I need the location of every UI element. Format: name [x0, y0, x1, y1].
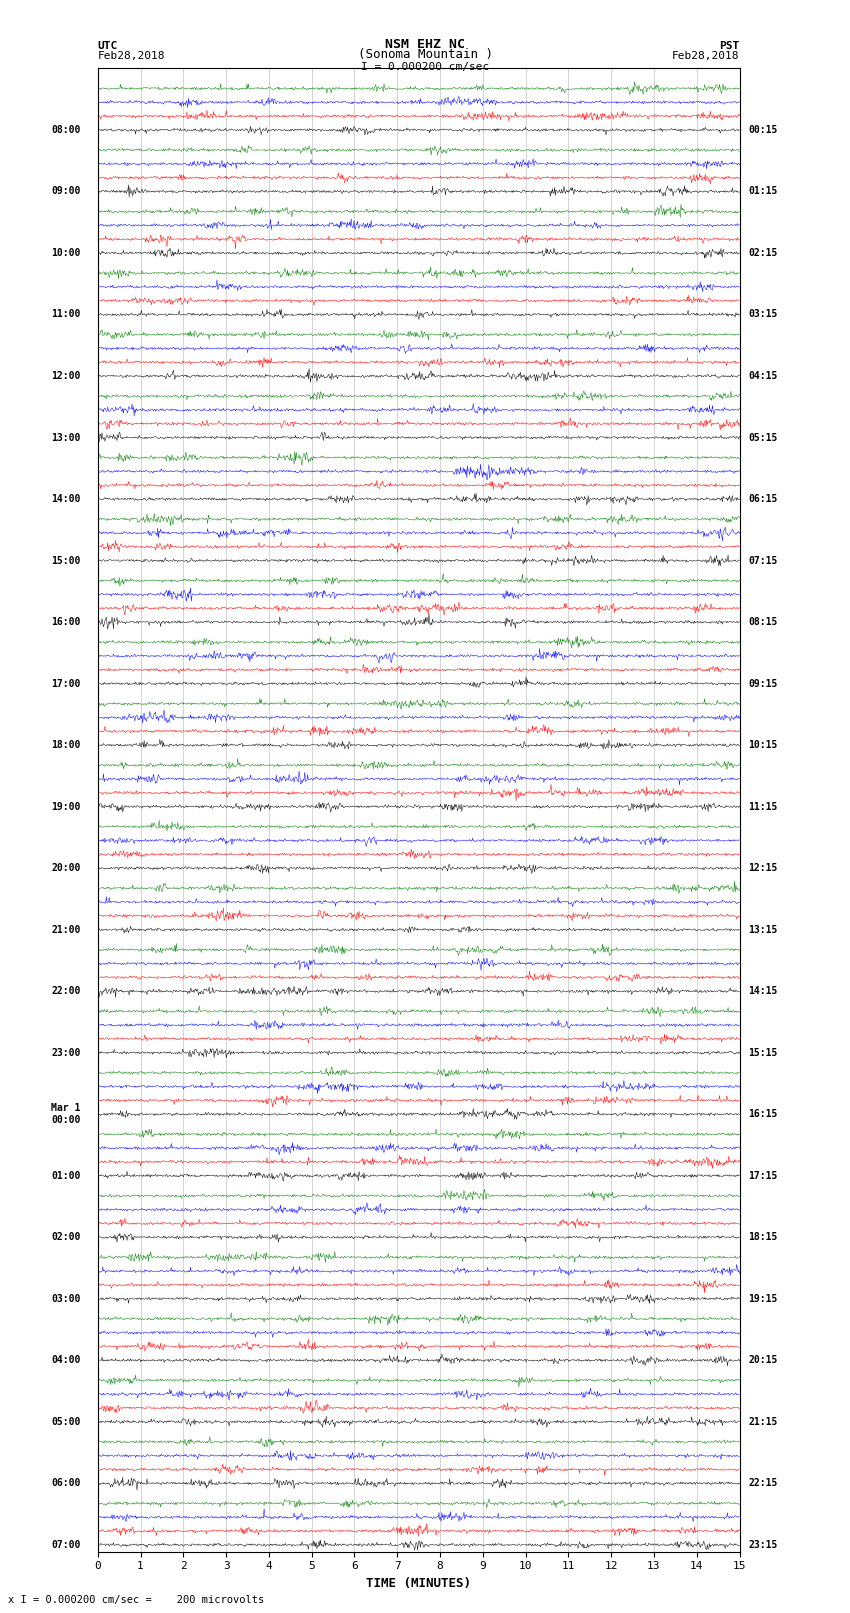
- Text: 12:00: 12:00: [51, 371, 81, 381]
- Text: 03:15: 03:15: [748, 310, 778, 319]
- Text: 07:15: 07:15: [748, 555, 778, 566]
- Text: 23:15: 23:15: [748, 1540, 778, 1550]
- Text: Feb28,2018: Feb28,2018: [672, 52, 740, 61]
- Text: Mar 1
00:00: Mar 1 00:00: [51, 1103, 81, 1124]
- Text: 05:15: 05:15: [748, 432, 778, 442]
- Text: Feb28,2018: Feb28,2018: [98, 52, 165, 61]
- Text: 13:00: 13:00: [51, 432, 81, 442]
- Text: 11:15: 11:15: [748, 802, 778, 811]
- Text: 09:00: 09:00: [51, 187, 81, 197]
- Text: 18:15: 18:15: [748, 1232, 778, 1242]
- Text: 16:00: 16:00: [51, 618, 81, 627]
- Text: 06:00: 06:00: [51, 1478, 81, 1489]
- Text: 15:15: 15:15: [748, 1048, 778, 1058]
- Text: 07:00: 07:00: [51, 1540, 81, 1550]
- Text: 08:15: 08:15: [748, 618, 778, 627]
- Text: I = 0.000200 cm/sec: I = 0.000200 cm/sec: [361, 61, 489, 71]
- Text: 20:15: 20:15: [748, 1355, 778, 1365]
- Text: 16:15: 16:15: [748, 1110, 778, 1119]
- Text: 17:00: 17:00: [51, 679, 81, 689]
- Text: x I = 0.000200 cm/sec =    200 microvolts: x I = 0.000200 cm/sec = 200 microvolts: [8, 1595, 264, 1605]
- Text: 04:00: 04:00: [51, 1355, 81, 1365]
- Text: 01:15: 01:15: [748, 187, 778, 197]
- Text: 05:00: 05:00: [51, 1416, 81, 1428]
- Text: 14:15: 14:15: [748, 986, 778, 997]
- Text: 02:15: 02:15: [748, 248, 778, 258]
- Text: 01:00: 01:00: [51, 1171, 81, 1181]
- Text: PST: PST: [719, 40, 740, 50]
- Text: 02:00: 02:00: [51, 1232, 81, 1242]
- X-axis label: TIME (MINUTES): TIME (MINUTES): [366, 1578, 471, 1590]
- Text: 04:15: 04:15: [748, 371, 778, 381]
- Text: 10:00: 10:00: [51, 248, 81, 258]
- Text: (Sonoma Mountain ): (Sonoma Mountain ): [358, 48, 492, 61]
- Text: 18:00: 18:00: [51, 740, 81, 750]
- Text: NSM EHZ NC: NSM EHZ NC: [385, 37, 465, 50]
- Text: UTC: UTC: [98, 40, 118, 50]
- Text: 22:15: 22:15: [748, 1478, 778, 1489]
- Text: 08:00: 08:00: [51, 124, 81, 135]
- Text: 23:00: 23:00: [51, 1048, 81, 1058]
- Text: 21:00: 21:00: [51, 924, 81, 934]
- Text: 22:00: 22:00: [51, 986, 81, 997]
- Text: 19:00: 19:00: [51, 802, 81, 811]
- Text: 11:00: 11:00: [51, 310, 81, 319]
- Text: 00:15: 00:15: [748, 124, 778, 135]
- Text: 20:00: 20:00: [51, 863, 81, 873]
- Text: 19:15: 19:15: [748, 1294, 778, 1303]
- Text: 03:00: 03:00: [51, 1294, 81, 1303]
- Text: 06:15: 06:15: [748, 494, 778, 503]
- Text: 09:15: 09:15: [748, 679, 778, 689]
- Text: 17:15: 17:15: [748, 1171, 778, 1181]
- Text: 15:00: 15:00: [51, 555, 81, 566]
- Text: 13:15: 13:15: [748, 924, 778, 934]
- Text: 10:15: 10:15: [748, 740, 778, 750]
- Text: 12:15: 12:15: [748, 863, 778, 873]
- Text: 14:00: 14:00: [51, 494, 81, 503]
- Text: 21:15: 21:15: [748, 1416, 778, 1428]
